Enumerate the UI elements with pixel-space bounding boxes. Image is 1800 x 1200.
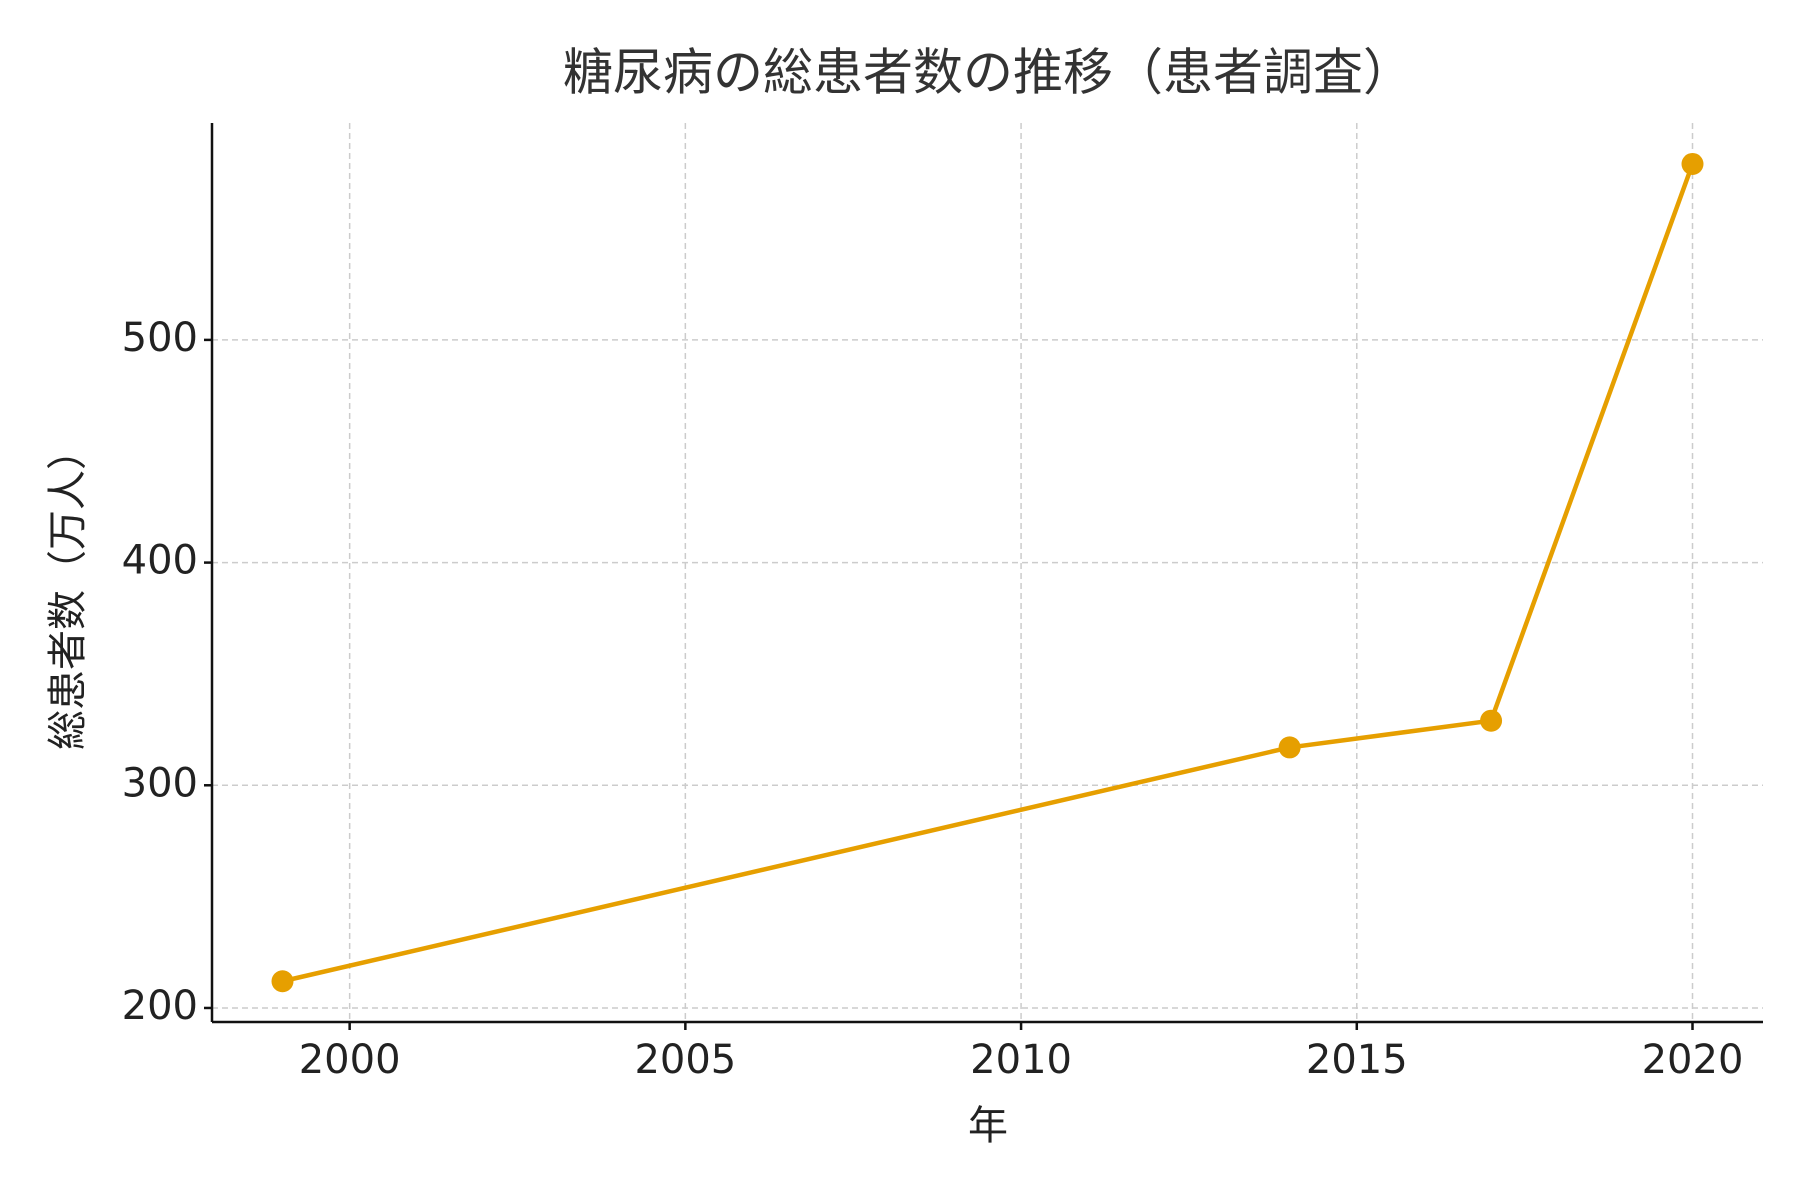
series-line — [281, 163, 1695, 984]
data-point — [1480, 709, 1503, 732]
x-axis-label: 年 — [968, 1103, 1008, 1149]
chart-title: 糖尿病の総患者数の推移（患者調査） — [563, 44, 1413, 102]
x-tick-label: 2010 — [970, 1037, 1072, 1083]
y-tick-label: 500 — [122, 315, 198, 361]
data-point — [1278, 736, 1301, 759]
data-point — [271, 970, 294, 993]
y-axis-label: 総患者数（万人） — [45, 430, 91, 750]
data-point — [1681, 152, 1704, 175]
y-tick-label: 200 — [122, 983, 198, 1029]
x-tick-label: 2020 — [1642, 1037, 1744, 1083]
x-tick-label: 2005 — [634, 1037, 736, 1083]
y-tick-label: 300 — [122, 760, 198, 806]
x-tick-label: 2015 — [1306, 1037, 1408, 1083]
y-tick-label: 400 — [122, 538, 198, 584]
x-tick-label: 2000 — [299, 1037, 401, 1083]
